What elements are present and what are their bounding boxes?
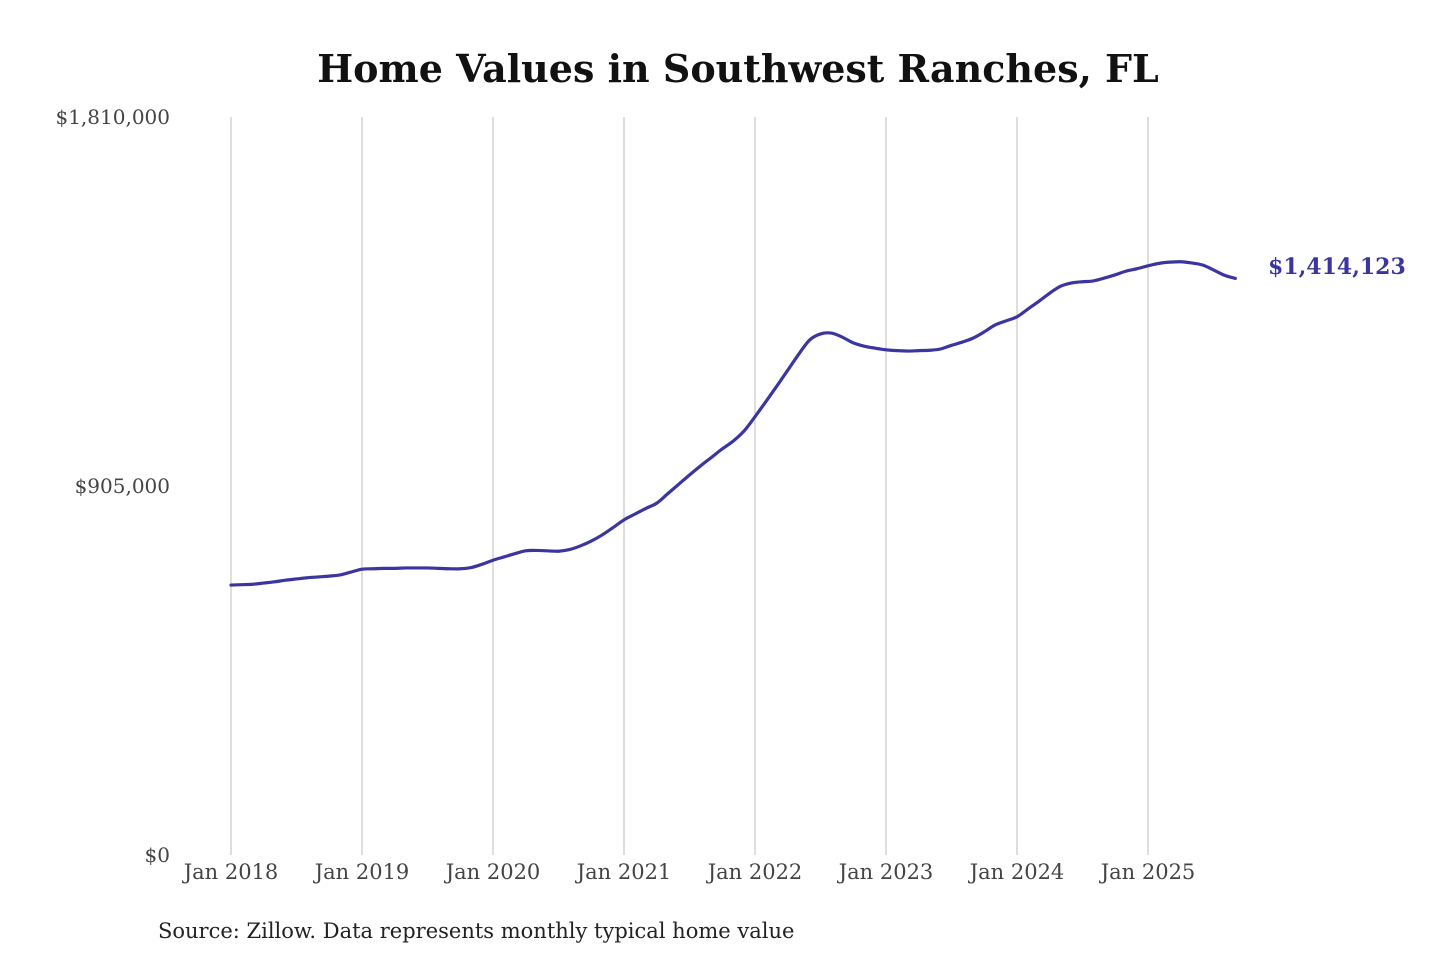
y-axis-ticks: $1,810,000 $905,000 $0: [55, 105, 170, 867]
x-tick-label: Jan 2024: [968, 860, 1065, 884]
x-tick-label: Jan 2023: [837, 860, 934, 884]
x-tick-label: Jan 2019: [313, 860, 410, 884]
x-tick-label: Jan 2021: [575, 860, 672, 884]
y-tick-label: $905,000: [75, 474, 170, 498]
y-tick-label: $1,810,000: [55, 105, 170, 129]
series-line-home-value: [229, 260, 1237, 587]
end-value-label: $1,414,123: [1268, 254, 1406, 280]
x-tick-label: Jan 2025: [1099, 860, 1196, 884]
x-axis-ticks: Jan 2018 Jan 2019 Jan 2020 Jan 2021 Jan 2022…: [182, 860, 1196, 884]
y-tick-label: $0: [145, 843, 170, 867]
chart-title: Home Values in Southwest Ranches, FL: [317, 46, 1159, 91]
source-note: Source: Zillow. Data represents monthly …: [158, 919, 794, 943]
x-tick-label: Jan 2020: [444, 860, 541, 884]
x-tick-label: Jan 2018: [182, 860, 279, 884]
gridlines: [230, 117, 1149, 855]
x-tick-label: Jan 2022: [706, 860, 803, 884]
